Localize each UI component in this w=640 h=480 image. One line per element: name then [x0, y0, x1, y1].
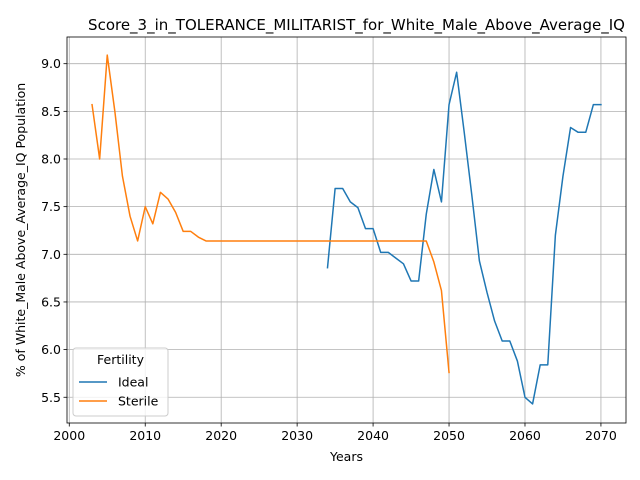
x-tick-label: 2050: [433, 428, 465, 443]
x-tick-label: 2010: [129, 428, 161, 443]
series-lines: [91, 54, 602, 405]
legend-label-sterile: Sterile: [118, 394, 159, 409]
chart-title: Score_3_in_TOLERANCE_MILITARIST_for_Whit…: [88, 16, 625, 35]
legend-title: Fertility: [97, 352, 145, 367]
y-tick-label: 7.0: [41, 247, 61, 262]
y-tick-label: 9.0: [41, 56, 61, 71]
legend-items: Ideal Sterile: [79, 375, 159, 409]
axis-ticks: 2000 2010 2020 2030 2040 2050 2060 2070 5.5 6.0 6.…: [41, 56, 617, 443]
y-tick-label: 6.5: [41, 294, 61, 309]
x-tick-label: 2060: [509, 428, 541, 443]
y-tick-label: 8.0: [41, 151, 61, 166]
x-tick-label: 2000: [53, 428, 85, 443]
x-tick-label: 2070: [585, 428, 617, 443]
series-line-sterile: [91, 54, 450, 374]
legend: Fertility Ideal Sterile: [72, 347, 169, 417]
x-axis-label: Years: [329, 449, 363, 464]
x-tick-label: 2020: [205, 428, 237, 443]
legend-label-ideal: Ideal: [118, 375, 148, 390]
series-line-ideal: [326, 71, 602, 405]
y-axis-label: % of White_Male Above_Average_IQ Populat…: [13, 83, 28, 377]
y-tick-label: 8.5: [41, 104, 61, 119]
x-tick-label: 2030: [281, 428, 313, 443]
plot-frame: [66, 36, 627, 424]
x-tick-label: 2040: [357, 428, 389, 443]
y-tick-label: 5.5: [41, 390, 61, 405]
y-tick-label: 7.5: [41, 199, 61, 214]
legend-box: [72, 347, 169, 417]
y-tick-label: 6.0: [41, 342, 61, 357]
